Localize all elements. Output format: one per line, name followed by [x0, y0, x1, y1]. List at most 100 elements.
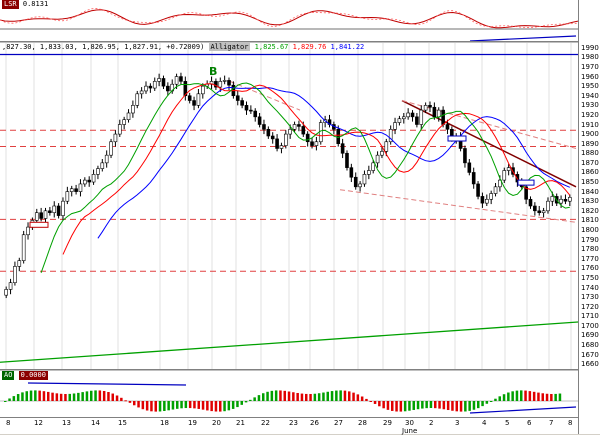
- ao-bar-up: [515, 390, 519, 401]
- bull-candle: [144, 85, 148, 92]
- ao-bar-down: [296, 392, 299, 401]
- ao-bar-up: [498, 396, 501, 401]
- price-chart[interactable]: [0, 43, 578, 369]
- ao-bar-down: [137, 401, 140, 408]
- ao-bar-down: [459, 401, 463, 412]
- ao-bar-down: [42, 391, 46, 401]
- bull-candle: [43, 210, 48, 219]
- ao-bar-up: [468, 401, 471, 411]
- ao-bar-down: [102, 390, 106, 401]
- price-tick-label: 1820: [581, 206, 599, 215]
- price-tick-label: 1980: [581, 53, 599, 62]
- buy-signal-marker: B: [209, 65, 218, 78]
- bull-candle: [17, 260, 22, 267]
- bear-candle: [353, 176, 358, 188]
- ao-bar-up: [231, 401, 235, 409]
- ao-bar-up: [326, 391, 329, 401]
- top-indicator-pane: LSR 0.8131: [0, 0, 578, 41]
- divergence-line: [469, 406, 577, 414]
- bottom-oscillator-pane: AO 0.0000: [0, 371, 578, 417]
- ao-bar-down: [300, 393, 304, 401]
- date-tick-label: 3: [455, 419, 460, 427]
- ao-bar-up: [502, 394, 506, 401]
- price-tick-label: 1760: [581, 264, 599, 273]
- date-tick-label: 8: [568, 419, 573, 427]
- ao-bar-up: [4, 401, 7, 402]
- main-ohlc-label: ,827.30, 1,833.03, 1,826.95, 1,827.91, +…: [2, 43, 364, 52]
- date-tick-label: 26: [310, 419, 319, 427]
- bear-candle: [476, 183, 480, 197]
- alligator-teeth-value: 1,829.76: [292, 43, 327, 51]
- date-tick-label: 22: [261, 419, 270, 427]
- date-tick-label: 23: [289, 419, 298, 427]
- ao-bar-down: [537, 392, 540, 401]
- ao-bar-down: [442, 401, 446, 410]
- ao-bar-down: [59, 393, 63, 401]
- bull-candle: [4, 289, 8, 296]
- ao-bar-up: [94, 390, 97, 401]
- bull-candle: [393, 122, 397, 130]
- date-tick-label: 18: [160, 419, 169, 427]
- bottom-indicator-label: AO 0.0000: [2, 371, 48, 380]
- bear-candle: [179, 76, 183, 82]
- ao-bar-down: [107, 392, 110, 401]
- bull-candle: [423, 105, 428, 111]
- ao-bar-down: [150, 401, 153, 412]
- ao-bar-down: [145, 401, 149, 411]
- ao-bar-up: [236, 401, 239, 408]
- divergence-line: [469, 35, 577, 41]
- bull-candle: [436, 109, 441, 118]
- pane-separator[interactable]: [0, 369, 600, 371]
- bear-candle: [227, 80, 231, 86]
- bull-candle: [397, 118, 402, 123]
- main-price-pane[interactable]: ,827.30, 1,833.03, 1,826.95, 1,827.91, +…: [0, 43, 578, 369]
- bottom-indicator-tag: AO: [2, 371, 15, 380]
- ao-bar-down: [124, 400, 127, 402]
- date-tick-label: 14: [91, 419, 100, 427]
- ao-bar-down: [550, 393, 553, 401]
- date-tick-label: 19: [188, 419, 197, 427]
- date-tick-label: 21: [236, 419, 245, 427]
- bear-candle: [48, 210, 52, 214]
- bear-candle: [235, 95, 240, 101]
- signal-line: [0, 8, 578, 29]
- bear-candle: [310, 141, 314, 146]
- ao-bar-up: [16, 394, 20, 401]
- bull-candle: [506, 167, 511, 171]
- ao-bar-down: [55, 393, 59, 401]
- channel-upper-line: [401, 100, 577, 149]
- bull-candle: [26, 226, 30, 236]
- date-axis: June 8 12 13 14 15 18 19 20 21 22 23 26 27 28 29 30 2 3 4 5…: [0, 417, 578, 435]
- ao-bar-up: [425, 401, 428, 409]
- ao-bar-down: [438, 401, 441, 409]
- top-indicator-tag: LSR: [2, 0, 19, 9]
- bull-candle: [375, 154, 380, 164]
- bear-candle: [533, 205, 537, 212]
- ao-bar-down: [154, 401, 157, 412]
- bull-candle: [314, 141, 319, 146]
- top-indicator-chart: [0, 8, 578, 41]
- price-tick-label: 1670: [581, 350, 599, 359]
- bear-candle: [528, 198, 533, 207]
- pane-separator[interactable]: [0, 41, 600, 43]
- ao-bar-down: [365, 398, 368, 401]
- ao-bar-down: [455, 401, 458, 412]
- ao-bar-up: [227, 401, 231, 411]
- ao-bar-down: [201, 401, 205, 410]
- ao-bar-down: [214, 401, 218, 412]
- bull-candle: [362, 174, 367, 185]
- bear-candle: [148, 85, 153, 89]
- date-tick-label: 4: [482, 419, 487, 427]
- ao-bar-down: [283, 390, 286, 401]
- bear-candle: [537, 210, 542, 214]
- bear-candle: [441, 109, 445, 125]
- bull-candle: [34, 212, 39, 221]
- bull-candle: [139, 90, 144, 95]
- alligator-jaw-line: [97, 86, 570, 239]
- bull-candle: [493, 186, 498, 194]
- ao-bar-down: [348, 391, 351, 401]
- ao-bar-up: [339, 390, 342, 401]
- price-axis[interactable]: 1990 1980 1970 1960 1950 1940 1930 1920 1910 1900…: [578, 0, 600, 434]
- ao-bar-down: [98, 390, 102, 401]
- alligator-lips-value: 1,825.67: [254, 43, 289, 51]
